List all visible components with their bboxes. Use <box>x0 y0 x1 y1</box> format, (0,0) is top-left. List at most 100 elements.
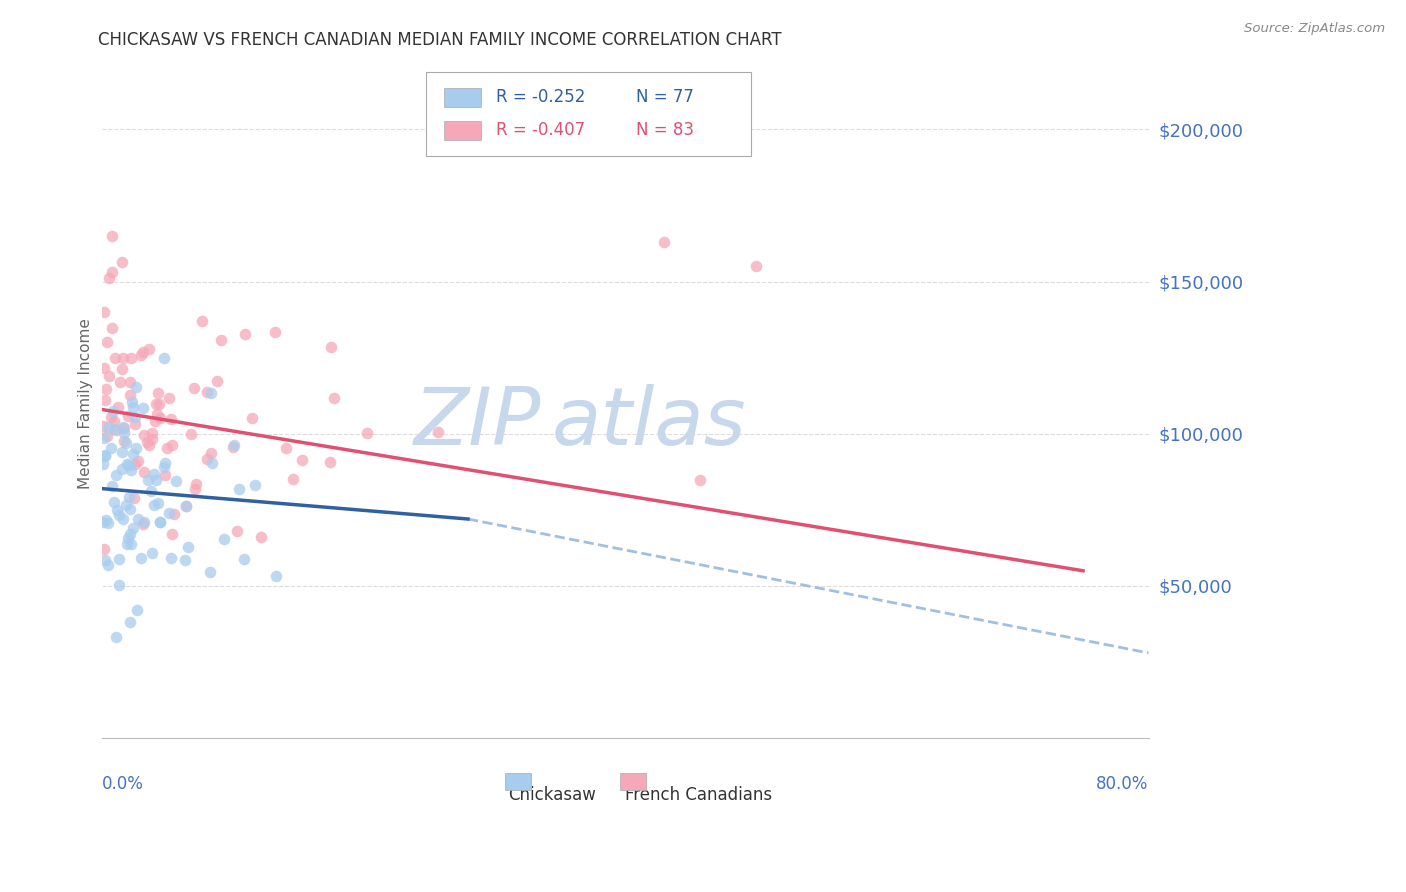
Point <box>103 495 125 509</box>
Point <box>184 482 207 496</box>
Point <box>143 498 166 512</box>
Point <box>94 393 117 408</box>
Point <box>145 473 167 487</box>
Point <box>291 453 314 467</box>
Point <box>117 409 139 424</box>
Point <box>110 462 132 476</box>
Point <box>212 532 235 546</box>
Point <box>93 360 115 375</box>
Point <box>97 516 120 530</box>
Point <box>122 401 145 415</box>
Point <box>103 422 125 436</box>
Point <box>228 482 250 496</box>
Point <box>281 472 304 486</box>
Point <box>108 508 131 523</box>
Point <box>97 420 120 434</box>
Bar <box>444 120 481 139</box>
Point <box>121 394 143 409</box>
FancyBboxPatch shape <box>426 72 751 155</box>
Point <box>112 426 135 441</box>
Point <box>162 527 184 541</box>
Point <box>201 456 224 470</box>
Point <box>689 473 711 487</box>
Point <box>94 553 117 567</box>
Point <box>118 491 141 505</box>
Point <box>240 411 263 425</box>
Point <box>138 438 160 452</box>
Point <box>115 498 138 512</box>
Point <box>427 425 450 439</box>
Point <box>221 440 243 454</box>
Point <box>112 351 135 365</box>
Point <box>157 392 180 406</box>
Point <box>177 540 200 554</box>
Point <box>235 326 257 341</box>
Point <box>174 500 197 514</box>
Point <box>121 521 143 535</box>
Point <box>200 385 222 400</box>
Bar <box>620 773 645 790</box>
Point <box>152 351 174 365</box>
Point <box>105 467 128 482</box>
Point <box>103 414 125 428</box>
Point <box>139 483 162 498</box>
Text: CHICKASAW VS FRENCH CANADIAN MEDIAN FAMILY INCOME CORRELATION CHART: CHICKASAW VS FRENCH CANADIAN MEDIAN FAMI… <box>98 31 782 49</box>
Point <box>134 427 156 442</box>
Point <box>125 603 148 617</box>
Point <box>319 340 342 354</box>
Point <box>108 376 131 390</box>
Point <box>156 441 179 455</box>
Point <box>120 375 142 389</box>
Point <box>94 382 117 396</box>
Point <box>117 531 139 545</box>
Point <box>124 380 146 394</box>
Point <box>134 466 156 480</box>
Point <box>148 397 170 411</box>
Point <box>93 305 115 319</box>
Point <box>233 551 256 566</box>
Point <box>104 423 127 437</box>
Point <box>322 392 344 406</box>
Point <box>263 325 285 339</box>
Point <box>118 458 141 472</box>
Point <box>127 454 149 468</box>
Point <box>93 449 115 463</box>
Point <box>183 381 205 395</box>
Point <box>149 516 172 530</box>
Point <box>745 260 768 274</box>
Point <box>122 447 145 461</box>
Point <box>91 516 114 530</box>
Point <box>136 435 159 450</box>
Point <box>200 446 222 460</box>
Point <box>162 438 184 452</box>
Point <box>115 436 138 450</box>
Point <box>224 438 246 452</box>
Point <box>100 410 122 425</box>
Point <box>138 343 160 357</box>
Point <box>184 477 207 491</box>
Point <box>101 479 124 493</box>
Point <box>174 553 197 567</box>
Point <box>127 512 149 526</box>
Point <box>356 425 378 440</box>
Point <box>152 460 174 475</box>
Point <box>249 530 271 544</box>
Point <box>209 333 232 347</box>
Point <box>141 425 163 440</box>
Point <box>104 631 127 645</box>
Point <box>207 374 229 388</box>
Bar <box>505 773 531 790</box>
Point <box>107 577 129 591</box>
Point <box>132 401 155 416</box>
Point <box>93 431 115 445</box>
Point <box>91 457 114 471</box>
Point <box>243 478 266 492</box>
Text: ZIP: ZIP <box>413 384 541 462</box>
Point <box>120 351 142 366</box>
Point <box>157 506 180 520</box>
Point <box>195 451 218 466</box>
Point <box>111 445 134 459</box>
Text: Source: ZipAtlas.com: Source: ZipAtlas.com <box>1244 22 1385 36</box>
Point <box>274 442 297 456</box>
Point <box>142 467 165 481</box>
